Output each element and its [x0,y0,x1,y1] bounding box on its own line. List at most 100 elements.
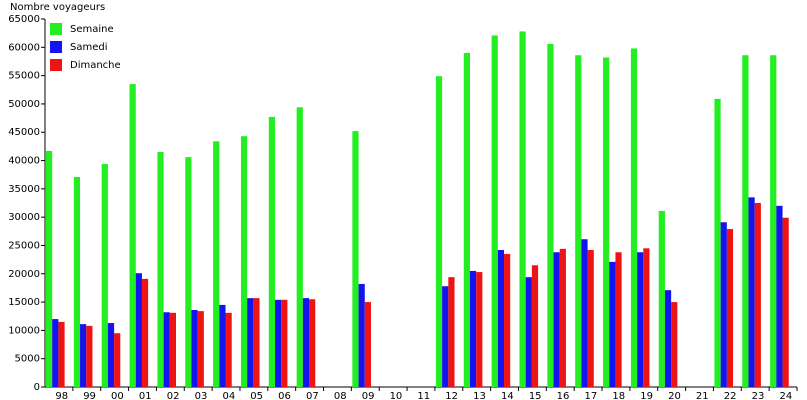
bar [163,312,170,387]
bar [630,48,638,387]
bar [553,252,560,387]
x-tick-label: 09 [362,391,375,400]
bar [519,31,526,388]
x-tick-label: 99 [83,391,96,400]
bar [603,57,610,387]
bar [275,299,282,387]
bar [435,76,443,387]
bar [309,299,316,387]
x-tick-label: 21 [696,391,709,400]
bar [80,324,87,387]
bar [742,55,749,387]
bar [643,248,650,387]
y-tick-label: 0 [34,382,40,393]
x-tick-label: 06 [278,391,291,400]
x-tick-label: 24 [779,391,792,400]
bar [129,84,136,387]
x-tick-label: 22 [724,391,737,400]
bar [185,157,192,387]
bar [52,319,59,387]
bar [114,333,121,387]
bar [476,272,483,387]
bar [157,152,164,387]
x-tick-label: 20 [668,391,681,400]
bar [442,286,449,387]
bar [615,252,622,387]
bar [463,52,470,387]
y-tick-label: 10000 [8,325,40,336]
x-tick-label: 03 [195,391,208,400]
bar [726,229,734,387]
bar [135,273,142,387]
y-tick-label: 55000 [8,71,40,82]
legend-swatch [50,59,62,71]
bar [268,116,276,388]
legend-label: Dimanche [70,60,121,71]
x-tick-label: 10 [390,391,403,400]
x-tick-label: 00 [111,391,124,400]
bar [770,55,777,387]
bar [191,310,198,387]
bar [491,35,498,388]
bar [720,222,727,387]
bar [225,312,232,387]
bar [358,283,365,387]
bar [531,265,539,387]
x-tick-label: 98 [55,391,68,400]
y-tick-label: 50000 [8,99,40,110]
x-tick-label: 12 [445,391,458,400]
x-tick-label: 11 [417,391,430,400]
bar [253,298,260,387]
bar [73,176,81,387]
bar [352,131,359,387]
bar [302,298,310,387]
bar [240,136,248,387]
x-tick-label: 15 [529,391,542,400]
y-tick-label: 25000 [8,240,40,251]
bar [664,290,672,387]
legend-label: Samedi [70,42,108,53]
y-tick-label: 30000 [8,212,40,223]
bar [658,210,665,387]
bar [559,248,566,387]
bar [547,43,554,388]
bar [141,278,149,387]
x-tick-label: 02 [167,391,180,400]
bar [581,239,588,387]
bar [504,253,511,387]
bar [58,321,65,387]
bar [754,203,761,387]
x-tick-label: 17 [585,391,598,400]
bar [748,197,755,387]
y-tick-label: 40000 [8,156,40,167]
x-tick-label: 07 [306,391,319,400]
bar [46,150,53,387]
x-tick-label: 13 [473,391,486,400]
legend-label: Semaine [70,24,114,35]
legend-swatch [50,23,62,35]
bar [525,277,532,387]
bar [197,311,204,387]
legend-swatch [50,41,62,53]
bar [637,252,644,387]
y-tick-label: 60000 [8,42,40,53]
bar [247,298,254,387]
bar [107,323,115,387]
bar [86,325,93,387]
x-tick-label: 16 [557,391,570,400]
bar [213,141,220,387]
bar [575,55,582,387]
bar [714,98,721,387]
bar [671,302,678,387]
x-tick-label: 08 [334,391,347,400]
bar [587,249,594,387]
y-tick-label: 20000 [8,269,40,280]
x-tick-label: 19 [640,391,653,400]
y-tick-label: 45000 [8,127,40,138]
bar [296,107,303,387]
bar [782,217,789,387]
y-tick-label: 65000 [8,14,40,25]
x-tick-label: 04 [222,391,235,400]
